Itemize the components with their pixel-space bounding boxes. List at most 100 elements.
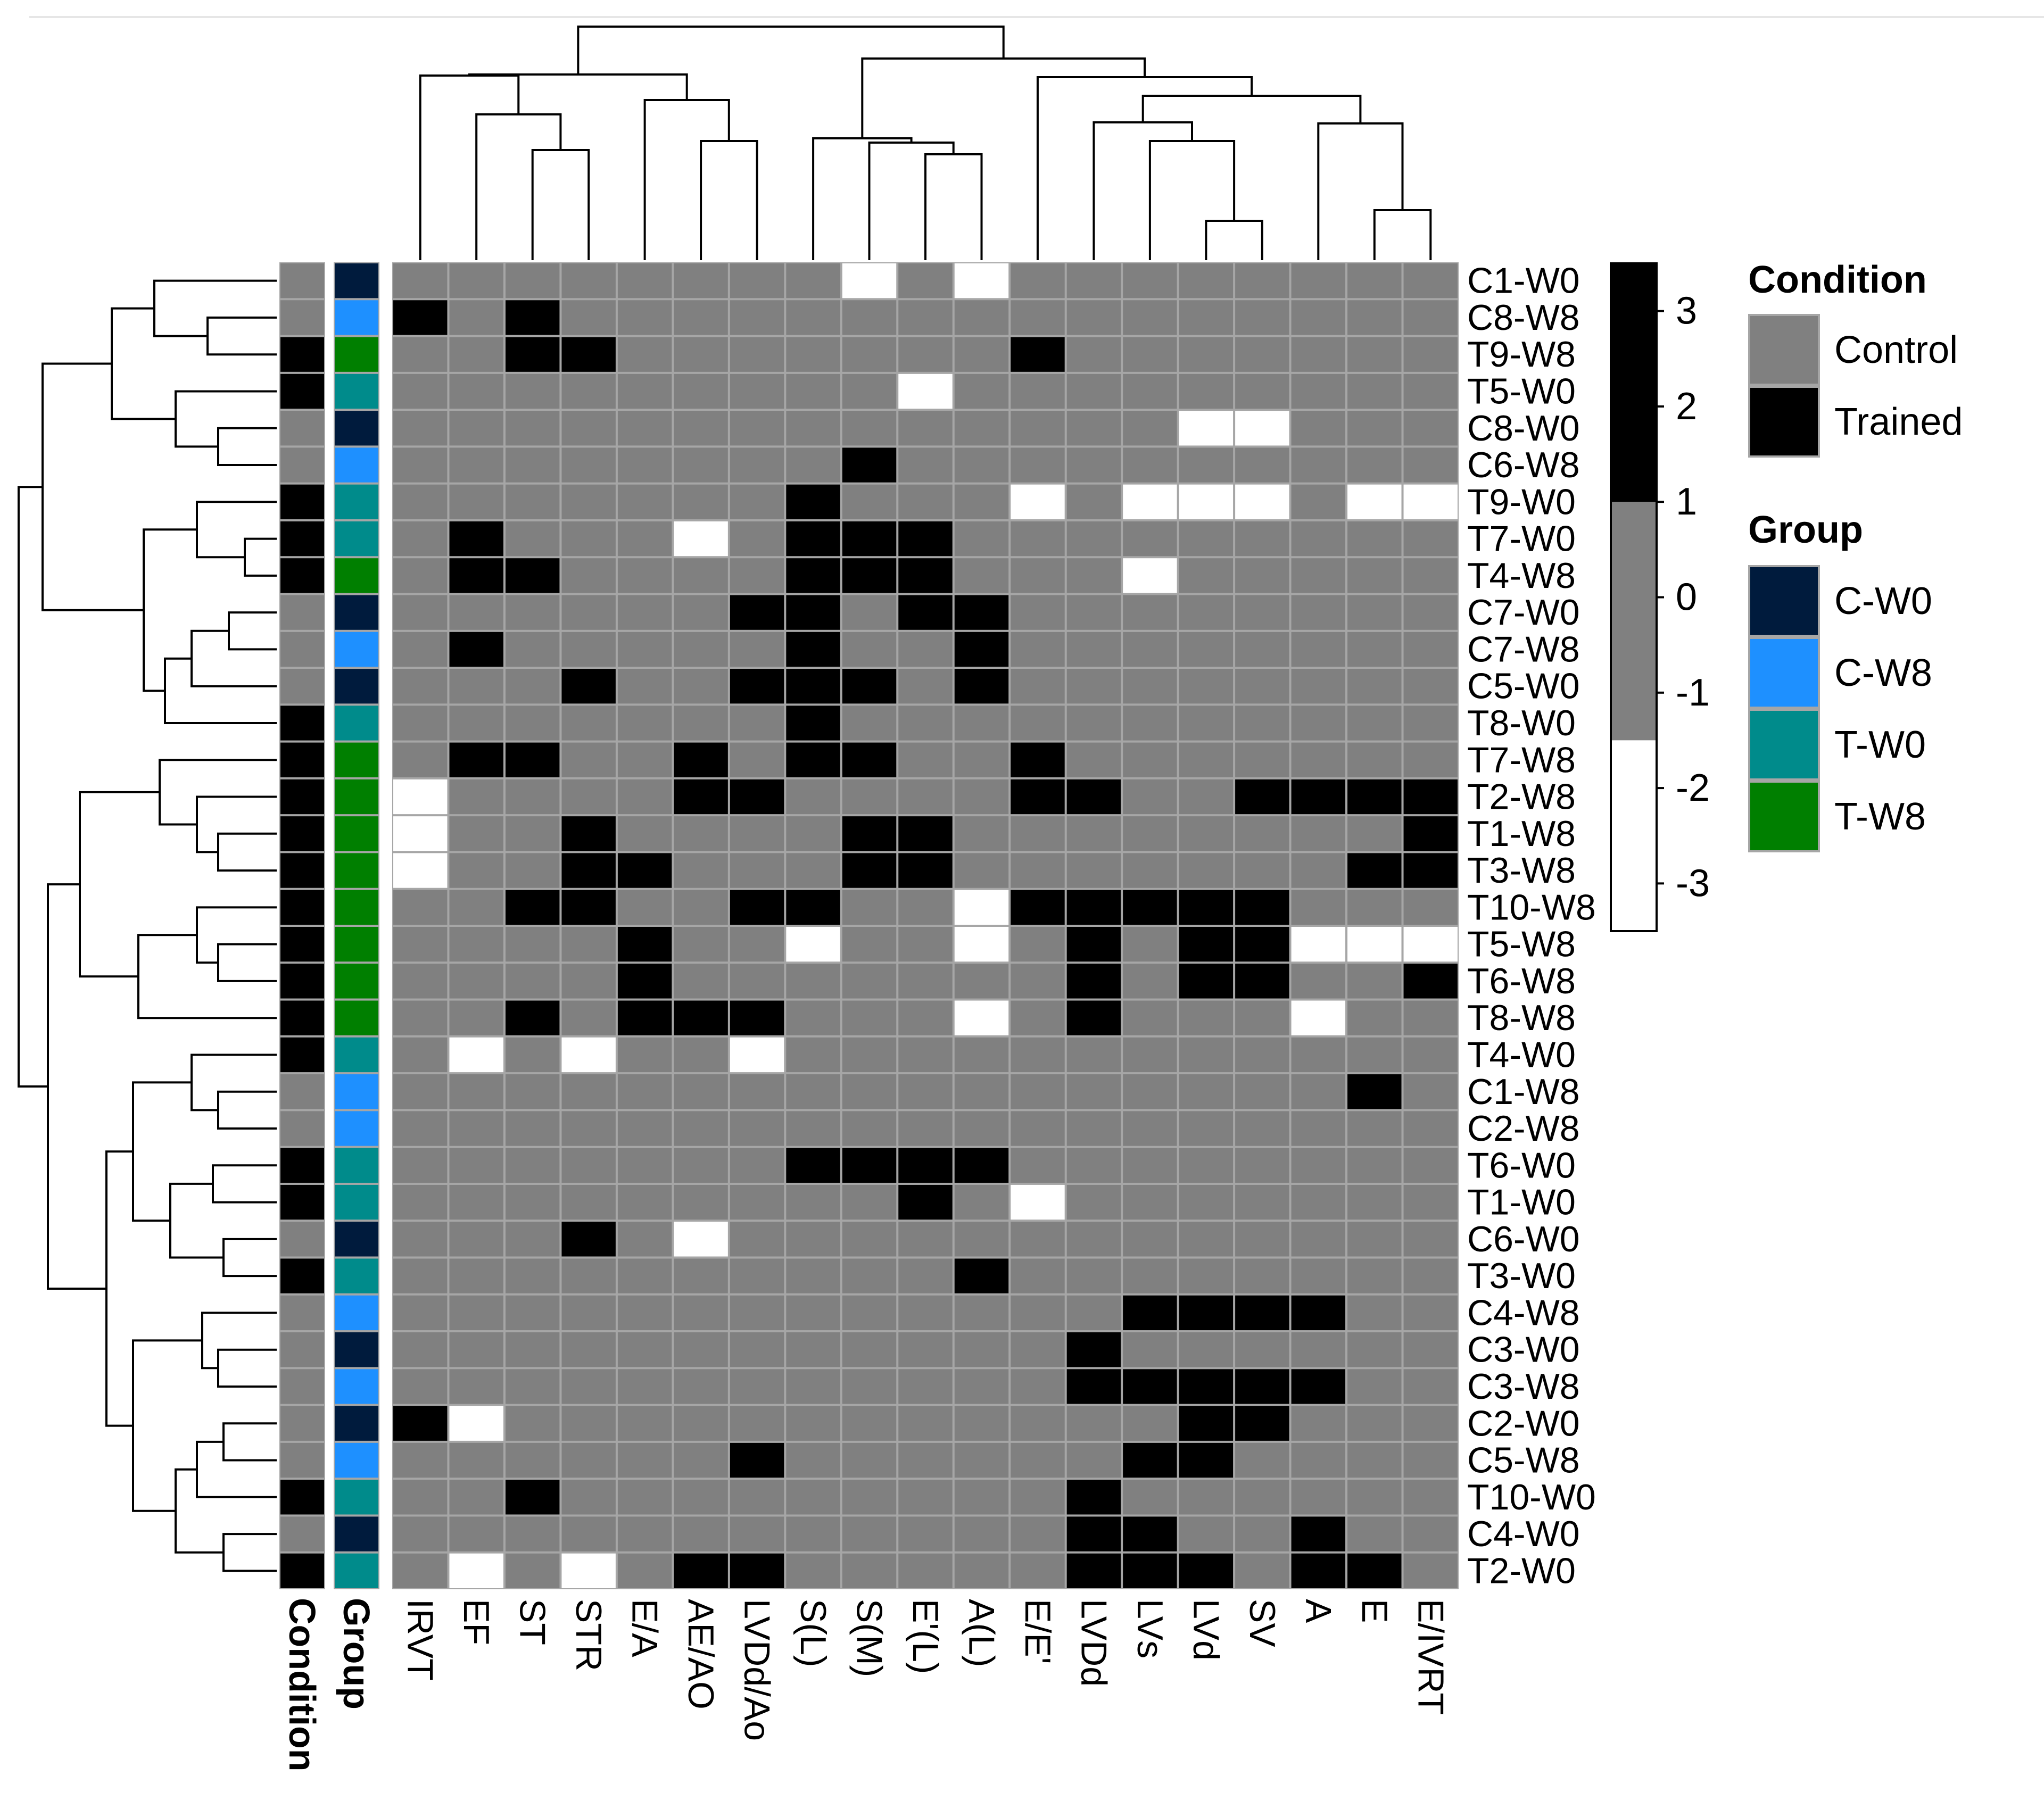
- heatmap-cell-t5-w8-str: [561, 927, 616, 962]
- heatmap-cell-t5-w8-irvt: [393, 927, 448, 962]
- heatmap-cell-t7-w8-lvd: [1179, 742, 1234, 777]
- heatmap-cell-t6-w0-a-l: [954, 1148, 1009, 1183]
- heatmap-cell-t5-w0-e-a: [617, 374, 672, 409]
- heatmap-cell-c3-w8-a: [1291, 1369, 1346, 1404]
- column-dendrogram-branch: [531, 149, 590, 260]
- heatmap-cell-c6-w8-e: [1347, 447, 1402, 483]
- heatmap-cell-c4-w0-lvdd-ao: [730, 1516, 784, 1551]
- heatmap-cell-t8-w0-sv: [1235, 706, 1289, 741]
- heatmap-cell-c5-w8-s-m: [842, 1442, 897, 1478]
- group-cell-t1-w8: [335, 816, 378, 851]
- row-label-t3-w0: T3-W0: [1467, 1256, 1576, 1296]
- column-dendrogram-branch: [868, 142, 955, 260]
- heatmap-cell-c5-w8-ae-ao: [674, 1442, 728, 1478]
- heatmap-cell-c7-w0-lvdd: [1066, 595, 1121, 630]
- heatmap-cell-c8-w0-st: [505, 411, 560, 446]
- heatmap-cell-t8-w0-e-e: [1011, 706, 1065, 741]
- row-label-c1-w8: C1-W8: [1467, 1072, 1580, 1112]
- heatmap-cell-t3-w8-e-ivrt: [1403, 853, 1458, 888]
- heatmap-cell-t8-w8-st: [505, 1000, 560, 1035]
- column-label-lvdd: LVDd: [1073, 1599, 1114, 1687]
- heatmap-cell-t9-w8-ae-ao: [674, 337, 728, 372]
- heatmap-cell-t9-w0-e-l: [898, 484, 953, 519]
- heatmap-cell-t3-w0-lvdd: [1066, 1258, 1121, 1293]
- heatmap-cell-c5-w8-s-l: [786, 1442, 840, 1478]
- heatmap-cell-c8-w0-ae-ao: [674, 411, 728, 446]
- condition-cell-c8-w8: [280, 300, 324, 335]
- heatmap-cell-t10-w0-s-m: [842, 1480, 897, 1515]
- condition-cell-t6-w8: [280, 964, 324, 999]
- condition-cell-c2-w0: [280, 1406, 324, 1441]
- heatmap-cell-c6-w0-a-l: [954, 1222, 1009, 1257]
- heatmap-cell-t6-w8-s-l: [786, 964, 840, 999]
- heatmap-cell-c5-w8-lvdd: [1066, 1442, 1121, 1478]
- column-dendrogram-branch: [861, 57, 1146, 138]
- heatmap-cell-t9-w0-s-l: [786, 484, 840, 519]
- heatmap-cell-t4-w8-a-l: [954, 558, 1009, 593]
- heatmap-cell-c5-w8-e: [1347, 1442, 1402, 1478]
- heatmap-cell-c6-w0-e-l: [898, 1222, 953, 1257]
- heatmap-cell-c1-w0-str: [561, 263, 616, 298]
- row-label-t7-w0: T7-W0: [1467, 519, 1576, 559]
- heatmap-cell-t10-w8-e-a: [617, 890, 672, 925]
- heatmap-cell-c7-w0-e: [1347, 595, 1402, 630]
- heatmap-cell-c7-w0-lvdd-ao: [730, 595, 784, 630]
- heatmap-cell-c3-w0-e-e: [1011, 1332, 1065, 1367]
- condition-cell-c4-w0: [280, 1516, 324, 1551]
- heatmap-cell-t6-w8-e-l: [898, 964, 953, 999]
- heatmap-cell-t3-w8-lvdd-ao: [730, 853, 784, 888]
- heatmap-cell-t7-w8-sv: [1235, 742, 1289, 777]
- heatmap-cell-t10-w0-lvd: [1179, 1480, 1234, 1515]
- heatmap-cell-c5-w8-a-l: [954, 1442, 1009, 1478]
- column-dendrogram-branch: [1141, 95, 1362, 123]
- heatmap-cell-c7-w8-irvt: [393, 632, 448, 667]
- heatmap-cell-c4-w8-lvd: [1179, 1295, 1234, 1331]
- heatmap-cell-t8-w8-s-m: [842, 1000, 897, 1035]
- heatmap-cell-t2-w0-lvdd-ao: [730, 1553, 784, 1588]
- heatmap-cell-c3-w8-s-l: [786, 1369, 840, 1404]
- colorbar-bin: [1611, 740, 1657, 931]
- heatmap-cell-t1-w8-s-l: [786, 816, 840, 851]
- condition-cell-c6-w8: [280, 447, 324, 483]
- heatmap-cell-t5-w8-e-a: [617, 927, 672, 962]
- heatmap-cell-t7-w0-lvs: [1123, 521, 1177, 557]
- heatmap-cell-c4-w0-e-ivrt: [1403, 1516, 1458, 1551]
- condition-cell-t2-w0: [280, 1553, 324, 1588]
- heatmap-cell-c6-w0-lvd: [1179, 1222, 1234, 1257]
- heatmap-cell-t3-w8-irvt: [393, 853, 448, 888]
- row-dendrogram-branch: [217, 832, 277, 872]
- heatmap-cell-c3-w0-lvs: [1123, 1332, 1177, 1367]
- heatmap-cell-t10-w0-ef: [449, 1480, 503, 1515]
- heatmap-cell-c7-w0-e-e: [1011, 595, 1065, 630]
- heatmap-cell-c3-w8-e-ivrt: [1403, 1369, 1458, 1404]
- heatmap-cell-t5-w0-a-l: [954, 374, 1009, 409]
- heatmap-cell-t6-w8-a-l: [954, 964, 1009, 999]
- heatmap-cell-c1-w8-e-a: [617, 1074, 672, 1109]
- heatmap-cell-c1-w8-a: [1291, 1074, 1346, 1109]
- heatmap-cell-t3-w0-irvt: [393, 1258, 448, 1293]
- column-label-st: ST: [512, 1599, 553, 1645]
- heatmap-cell-t6-w8-s-m: [842, 964, 897, 999]
- heatmap-cell-t1-w8-sv: [1235, 816, 1289, 851]
- heatmap-cell-c3-w0-e-ivrt: [1403, 1332, 1458, 1367]
- heatmap-cell-t7-w0-s-m: [842, 521, 897, 557]
- heatmap-cell-t6-w0-st: [505, 1148, 560, 1183]
- heatmap-cell-t8-w0-s-m: [842, 706, 897, 741]
- heatmap-cell-t2-w8-e-a: [617, 779, 672, 815]
- heatmap-cell-c6-w8-e-e: [1011, 447, 1065, 483]
- row-dendrogram-branch: [217, 1090, 277, 1130]
- heatmap-cell-c3-w8-lvdd: [1066, 1369, 1121, 1404]
- heatmap-cell-t9-w8-lvs: [1123, 337, 1177, 372]
- heatmap-cell-c1-w8-s-m: [842, 1074, 897, 1109]
- heatmap-cell-t3-w8-sv: [1235, 853, 1289, 888]
- heatmap-cell-c1-w0-irvt: [393, 263, 448, 298]
- heatmap-cell-t7-w8-st: [505, 742, 560, 777]
- heatmap-cell-t7-w8-str: [561, 742, 616, 777]
- heatmap-cell-c6-w0-irvt: [393, 1222, 448, 1257]
- condition-cell-t8-w0: [280, 706, 324, 741]
- row-dendrogram-branch: [42, 362, 144, 611]
- heatmap-cell-c6-w0-s-m: [842, 1222, 897, 1257]
- group-cell-c3-w0: [335, 1332, 378, 1367]
- heatmap-cell-t1-w0-e-ivrt: [1403, 1184, 1458, 1220]
- heatmap-cell-t4-w8-str: [561, 558, 616, 593]
